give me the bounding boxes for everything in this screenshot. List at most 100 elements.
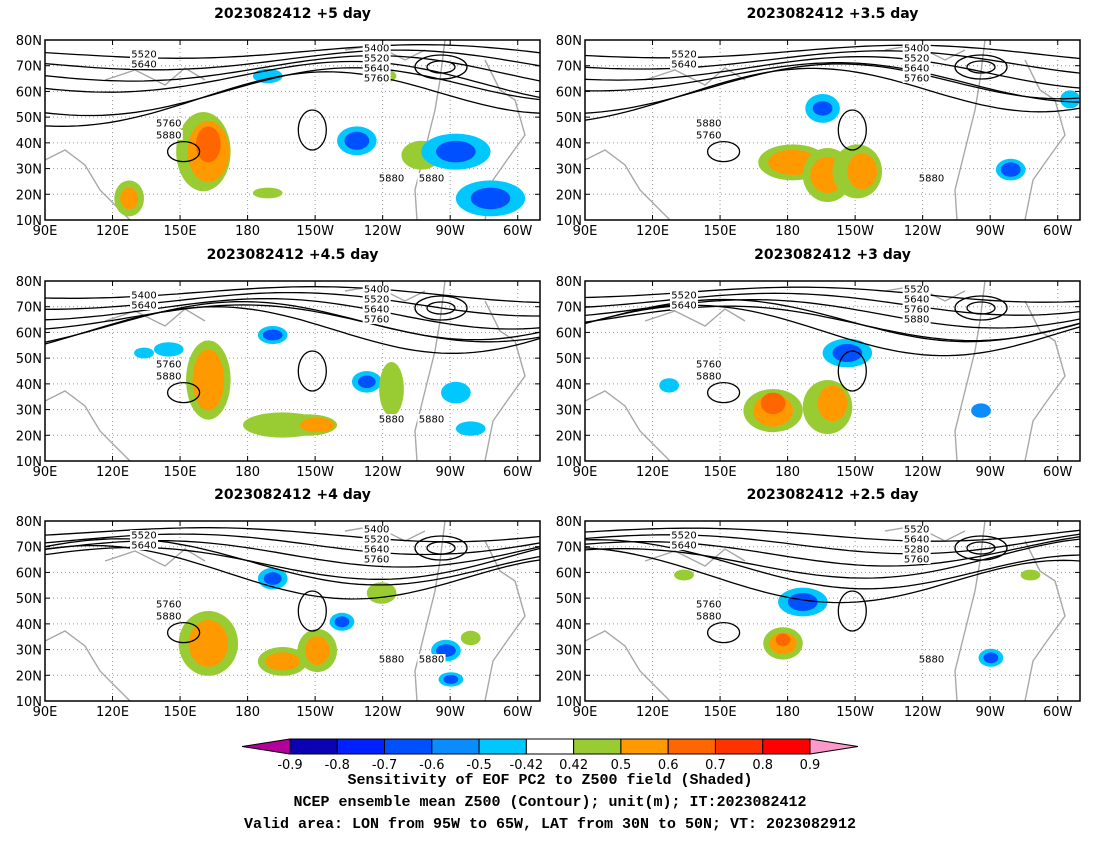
z500-contour — [414, 295, 468, 321]
contour-label-bg — [154, 611, 183, 621]
z500-contour — [585, 536, 1080, 567]
z500-contour — [297, 109, 327, 151]
x-tick-label: 60W — [1043, 705, 1073, 720]
sensitivity-shade — [812, 101, 833, 116]
x-tick-label: 120E — [636, 705, 669, 720]
y-tick-label: 50N — [16, 352, 42, 367]
x-tick-label: 150E — [164, 224, 197, 239]
contour-label: 5760 — [904, 555, 929, 566]
y-tick-label: 10N — [16, 695, 42, 710]
z500-contour — [414, 54, 468, 80]
contour-label-bg — [694, 118, 723, 128]
sensitivity-shade — [470, 187, 511, 210]
z500-contour — [45, 297, 540, 330]
z500-contour — [585, 286, 1080, 303]
z500-contour — [837, 109, 867, 151]
x-tick-label: 120E — [96, 224, 129, 239]
colorbar-tick-label: -0.42 — [510, 758, 544, 773]
contour-label: 5640 — [131, 301, 156, 312]
z500-contour — [166, 381, 201, 404]
contour-label-bg — [377, 414, 406, 424]
y-tick-label: 40N — [16, 618, 42, 633]
z500-contour — [706, 621, 741, 644]
contour-label: 5280 — [904, 545, 929, 556]
y-tick-label: 10N — [16, 455, 42, 470]
contour-label: 5640 — [904, 295, 929, 306]
contour-label: 5520 — [904, 285, 929, 296]
x-tick-label: 150E — [704, 705, 737, 720]
z500-contour — [45, 291, 540, 317]
contour-label-bg — [154, 599, 183, 609]
contour-label-bg — [670, 540, 698, 550]
z500-contour — [45, 304, 540, 343]
x-tick-label: 60W — [503, 705, 533, 720]
coastline — [414, 521, 446, 701]
caption-line-3: Valid area: LON from 95W to 65W, LAT fro… — [243, 816, 857, 833]
y-tick-label: 70N — [556, 60, 582, 75]
contour-label-bg — [362, 534, 391, 544]
x-tick-label: 150E — [704, 224, 737, 239]
y-tick-label: 60N — [16, 85, 42, 100]
sensitivity-shade — [1020, 569, 1041, 581]
contour-label-bg — [902, 284, 931, 294]
contour-label-bg — [362, 304, 391, 314]
x-tick-label: 90W — [975, 224, 1005, 239]
sensitivity-shade — [659, 378, 680, 393]
z500-contour — [426, 60, 456, 74]
y-tick-label: 10N — [16, 214, 42, 229]
x-tick-label: 60W — [503, 224, 533, 239]
sensitivity-shade — [847, 153, 878, 190]
z500-contour — [585, 62, 1080, 103]
z500-contour — [45, 306, 540, 354]
contour-label-bg — [362, 63, 391, 73]
contour-label-bg — [362, 544, 391, 554]
z500-contour — [585, 44, 1080, 60]
y-tick-label: 80N — [16, 515, 42, 530]
sensitivity-shade — [153, 342, 184, 357]
colorbar-swatch — [289, 738, 338, 755]
contour-label-bg — [362, 314, 391, 324]
x-tick-label: 90W — [975, 705, 1005, 720]
z500-contour — [45, 544, 540, 600]
contour-label-bg — [362, 294, 391, 304]
z500-contour — [45, 55, 540, 82]
y-tick-label: 20N — [556, 429, 582, 444]
x-tick-label: 120W — [904, 705, 942, 720]
colorbar: -0.9 -0.8 -0.7 -0.6 -0.5 -0.42 0.42 0.5 0.6 0.7 0.… — [241, 738, 859, 773]
contour-label: 5520 — [904, 54, 929, 65]
z500-contour — [954, 535, 1008, 561]
z500-contour — [954, 295, 1008, 321]
x-tick-label: 60W — [503, 465, 533, 480]
contour-label: 5520 — [671, 50, 696, 61]
y-tick-label: 40N — [556, 618, 582, 633]
contour-label-bg — [362, 524, 391, 534]
z500-contour — [166, 140, 201, 163]
z500-contour — [585, 50, 1080, 74]
z500-contour — [45, 44, 540, 59]
colorbar-tick-label: -0.9 — [277, 758, 302, 773]
contour-label-bg — [902, 304, 931, 314]
coastline — [414, 40, 446, 220]
z500-contour — [585, 538, 1080, 579]
contour-label-bg — [694, 599, 723, 609]
y-tick-label: 80N — [16, 275, 42, 290]
colorbar-tick-label: 0.5 — [611, 758, 632, 773]
z500-contour — [585, 292, 1080, 316]
z500-contour — [45, 300, 540, 343]
contour-label-bg — [902, 294, 931, 304]
x-tick-label: 150W — [836, 224, 874, 239]
contour-label-bg — [130, 540, 158, 550]
colorbar-tick-label: 0.7 — [705, 758, 726, 773]
z500-contour — [837, 590, 867, 632]
x-tick-label: 180 — [775, 465, 800, 480]
contour-label: 5880 — [919, 655, 944, 666]
contour-label: 5760 — [364, 555, 389, 566]
contour-label: 5520 — [131, 531, 156, 542]
sensitivity-shade — [787, 593, 818, 611]
z500-contour — [954, 54, 1008, 80]
z500-contour — [966, 60, 996, 74]
z500-contour — [585, 298, 1080, 343]
